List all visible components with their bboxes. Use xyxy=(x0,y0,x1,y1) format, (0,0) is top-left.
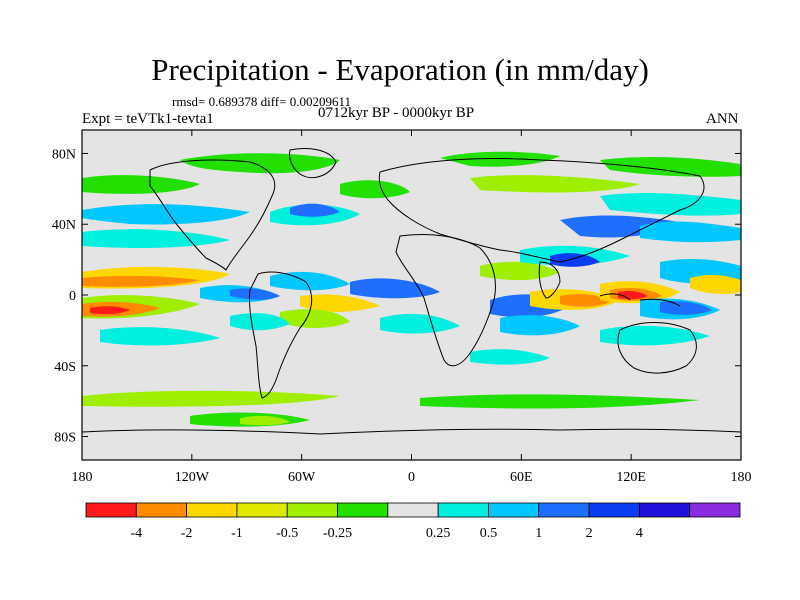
anomaly-region xyxy=(230,313,290,331)
colorbar-label: -1 xyxy=(231,526,243,541)
anomaly-region xyxy=(240,415,290,426)
colorbar-swatch xyxy=(488,502,540,518)
season-label: ANN xyxy=(706,111,739,127)
lat-tick-label: 40N xyxy=(52,218,76,233)
anomaly-region xyxy=(690,274,741,295)
stats-line: rmsd= 0.689378 diff= 0.00209611 xyxy=(172,94,351,109)
anomaly-region xyxy=(470,349,550,365)
colorbar-label: -4 xyxy=(130,526,142,541)
colorbar-swatch xyxy=(638,502,691,518)
coastline-india xyxy=(538,261,561,299)
anomaly-region xyxy=(230,288,280,300)
colorbar-swatch xyxy=(387,502,439,518)
lon-tick-label: 120W xyxy=(175,470,210,485)
colorbar-label: 0.25 xyxy=(426,526,451,541)
anomaly-region xyxy=(82,204,250,225)
colorbar-label: -0.5 xyxy=(276,526,298,541)
anomaly-region xyxy=(82,275,200,287)
anomaly-fields xyxy=(82,151,741,427)
anomaly-region xyxy=(420,394,700,409)
colorbar-label: 0.5 xyxy=(480,526,498,541)
lon-tick-label: 60E xyxy=(510,470,533,485)
colorbar-label: -2 xyxy=(181,526,193,541)
anomaly-region xyxy=(100,327,220,346)
lat-tick-label: 80N xyxy=(52,147,76,162)
coastline-europe-asia xyxy=(378,158,705,263)
latitude-axis: 80N 40N 0 40S 80S xyxy=(52,147,741,446)
lon-tick-label: 180 xyxy=(72,470,93,485)
anomaly-region xyxy=(280,309,350,328)
colorbar-swatch xyxy=(337,502,389,518)
anomaly-region xyxy=(340,180,410,199)
map-title: Precipitation - Evaporation (in mm/day) xyxy=(151,52,649,87)
coastline-indonesia xyxy=(599,293,681,307)
lon-tick-label: 120E xyxy=(616,470,646,485)
anomaly-region xyxy=(270,271,350,291)
anomaly-region xyxy=(560,294,610,307)
anomaly-region xyxy=(500,315,580,336)
colorbar-label: 4 xyxy=(636,526,643,541)
anomaly-region xyxy=(470,175,640,193)
coastline-greenland xyxy=(289,148,337,178)
lon-tick-label: 0 xyxy=(408,470,415,485)
lat-tick-label: 80S xyxy=(54,431,76,446)
anomaly-region xyxy=(600,193,741,216)
colorbar-label: 1 xyxy=(535,526,542,541)
anomaly-region xyxy=(440,151,560,167)
colorbar-swatch xyxy=(286,502,338,518)
anomaly-region xyxy=(82,390,340,407)
coastline-north-america xyxy=(149,159,276,271)
anomaly-region xyxy=(660,301,712,315)
coastline-antarctica xyxy=(82,428,741,435)
colorbar-swatch xyxy=(135,502,188,518)
anomaly-region xyxy=(640,221,741,243)
colorbar-swatch xyxy=(85,502,137,518)
colorbar-swatch xyxy=(588,502,640,518)
anomaly-region xyxy=(290,203,340,217)
colorbar-swatch xyxy=(689,502,741,518)
coastline-south-america xyxy=(249,271,313,399)
coastline-australia xyxy=(617,322,697,374)
anomaly-region xyxy=(90,306,130,315)
longitude-axis: 180 120W 60W 0 60E 120E 180 xyxy=(72,130,752,485)
lon-tick-label: 60W xyxy=(288,470,316,485)
coastlines xyxy=(82,148,741,435)
anomaly-region xyxy=(380,313,460,334)
anomaly-region xyxy=(350,278,440,299)
anomaly-region xyxy=(550,253,600,267)
experiment-label: Expt = teVTk1-tevta1 xyxy=(82,111,214,127)
colorbar-swatch xyxy=(236,502,288,518)
colorbar-label: 2 xyxy=(586,526,593,541)
plot-area xyxy=(81,129,742,461)
colorbar-swatch xyxy=(437,502,489,518)
colorbar-swatch xyxy=(186,502,238,518)
anomaly-region xyxy=(180,153,340,174)
anomaly-region xyxy=(600,325,710,346)
anomaly-region xyxy=(600,157,741,177)
coastline-africa xyxy=(395,234,496,367)
colorbar: -4 -2 -1 -0.5 -0.25 0.25 0.5 1 2 4 xyxy=(85,502,741,541)
lon-tick-label: 180 xyxy=(731,470,752,485)
colorbar-swatch xyxy=(538,502,590,518)
lat-tick-label: 0 xyxy=(69,289,76,304)
period-label: 0712kyr BP - 0000kyr BP xyxy=(318,105,475,121)
anomaly-region xyxy=(82,175,200,194)
lat-tick-label: 40S xyxy=(54,360,76,375)
anomaly-region xyxy=(300,294,380,312)
colorbar-label: -0.25 xyxy=(323,526,352,541)
